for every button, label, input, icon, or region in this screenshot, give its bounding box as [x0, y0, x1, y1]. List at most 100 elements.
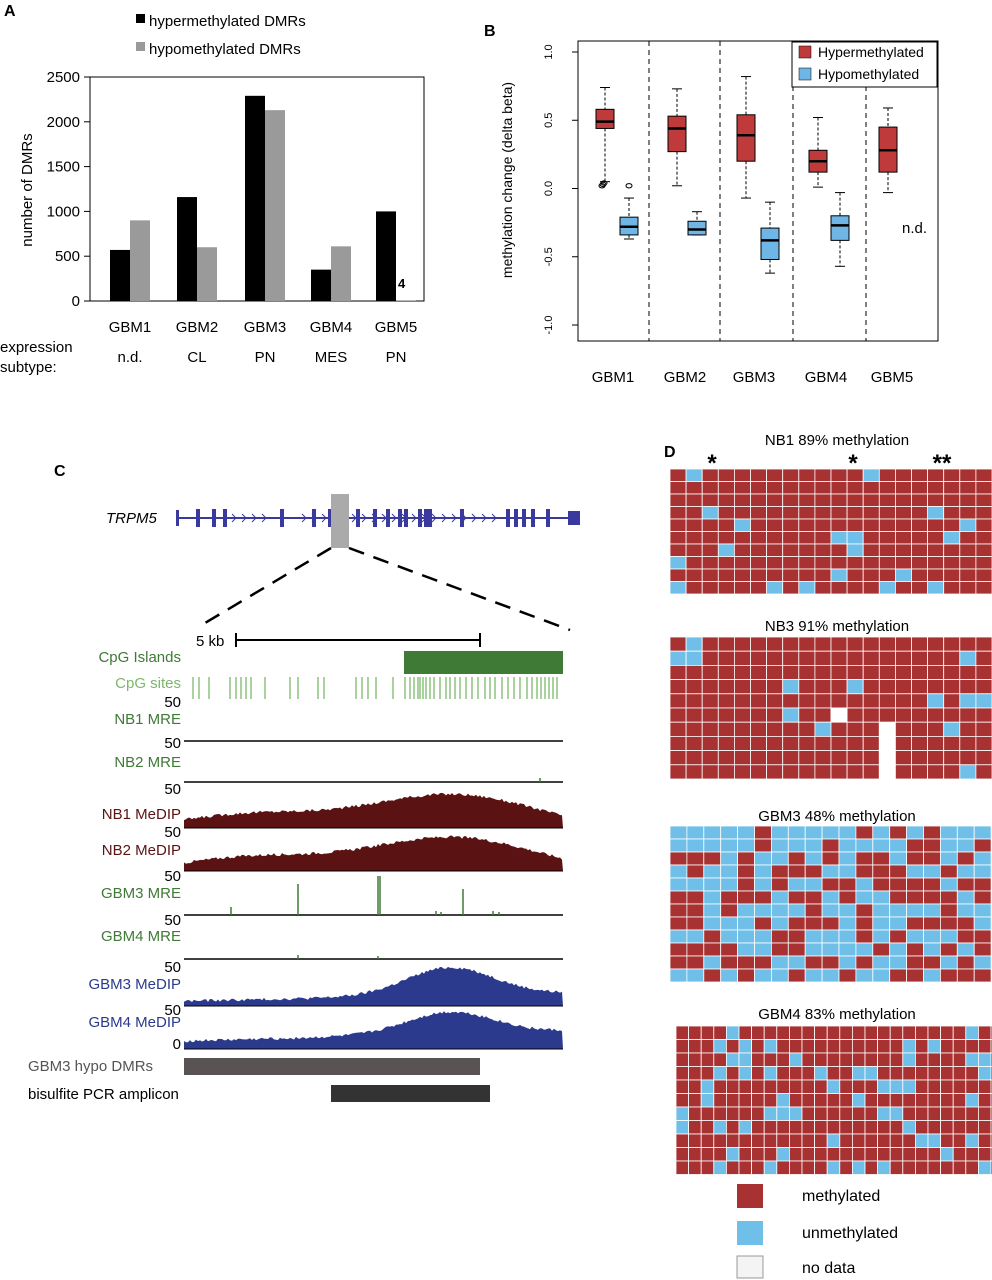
cpg-cell	[864, 1093, 879, 1108]
a-marks: 0 500 1000 1500 2000 2500 GBM1 n.d. GBM2 CL GBM3 PN…	[47, 69, 418, 366]
strand-arrow	[461, 513, 467, 523]
cpg-cell	[782, 665, 800, 681]
cpg-cell	[940, 942, 958, 957]
strand-arrow	[311, 513, 317, 523]
cpg-cell	[895, 736, 912, 752]
cpg-cell	[669, 942, 688, 957]
cpg-cell	[975, 543, 992, 557]
cpg-cell	[751, 1025, 765, 1040]
cpg-cell	[675, 1079, 690, 1094]
box	[830, 215, 850, 241]
b-y-tick-label: 0.0	[543, 181, 555, 196]
cpg-cell	[862, 556, 880, 570]
cpg-cell	[978, 1093, 992, 1108]
cpg-cell	[776, 1025, 790, 1040]
cpg-cell	[826, 1093, 841, 1108]
cpg-cell	[814, 707, 832, 723]
cpg-cell	[855, 929, 874, 944]
cpg-cell	[855, 903, 874, 918]
cpg-cell	[771, 864, 789, 879]
cpg-cell	[787, 825, 806, 840]
cpg-cell	[738, 1133, 753, 1148]
cpg-cell	[864, 1039, 879, 1054]
cpg-cell	[669, 679, 687, 695]
cpg-cell	[771, 877, 789, 892]
cpg-cell	[685, 764, 703, 780]
cpg-cell	[911, 493, 929, 507]
cpg-cell	[878, 568, 896, 582]
cpg-cell	[830, 581, 848, 595]
a-y-tick-label: 0	[72, 293, 80, 310]
cpg-cell	[927, 1066, 942, 1081]
cpg-cell	[862, 518, 880, 532]
cpg-cell	[669, 736, 687, 752]
cpg-cell	[862, 764, 880, 780]
cpg-cell	[685, 721, 703, 737]
cpg-cell	[915, 1093, 929, 1108]
cpg-cell	[864, 1147, 879, 1162]
cpg-cell	[801, 1093, 816, 1108]
cpg-cell	[846, 481, 864, 495]
cpg-cell	[830, 531, 848, 545]
cpg-cell	[750, 736, 768, 752]
subtype-label: PN	[386, 349, 407, 366]
cpg-cell	[855, 890, 874, 905]
cpg-cell	[763, 1052, 778, 1067]
cpg-cell	[734, 707, 751, 723]
cpg-cell	[782, 531, 800, 545]
cpg-cell	[959, 556, 977, 570]
cpg-cell	[814, 1039, 828, 1054]
legend-nodata-swatch	[736, 1255, 764, 1279]
exon	[568, 511, 580, 525]
b-y-tick-label: 0.5	[543, 113, 555, 128]
cpg-cell	[766, 764, 784, 780]
cpg-cell	[855, 942, 874, 957]
cpg-cell	[959, 543, 977, 557]
cpg-cell	[766, 707, 784, 723]
cpg-cell	[669, 518, 687, 532]
cpg-cell	[826, 1106, 841, 1121]
cpg-cell	[814, 1079, 828, 1094]
strand-arrow	[351, 513, 357, 523]
cpg-cell	[686, 968, 705, 983]
cpg-cell	[872, 903, 891, 918]
cpg-cell	[766, 468, 784, 482]
cpg-cell	[952, 1066, 967, 1081]
cpg-cell	[911, 679, 929, 695]
cpg-cell	[846, 581, 864, 595]
cpg-cell	[738, 1052, 753, 1067]
cpg-cell	[862, 581, 880, 595]
cpg-cell	[701, 556, 719, 570]
cpg-cell	[798, 581, 816, 595]
cpg-cell	[911, 693, 929, 709]
cpg-cell	[975, 707, 992, 723]
cpg-cell	[713, 1052, 727, 1067]
cpg-cell	[965, 1160, 979, 1175]
cpg-cell	[734, 636, 751, 652]
medip-signal-area	[184, 1011, 563, 1049]
cpg-cell	[737, 942, 755, 957]
cpg-cell	[915, 1025, 929, 1040]
cpg-cell	[956, 968, 975, 983]
cpg-cell	[737, 929, 755, 944]
cpg-cell	[789, 1066, 803, 1081]
cpg-cell	[975, 736, 992, 752]
cpg-cell	[826, 1133, 841, 1148]
cpg-cell	[685, 736, 703, 752]
cpg-cell	[940, 1160, 954, 1175]
dmr-bar	[184, 1058, 480, 1075]
cpg-cell	[927, 1093, 942, 1108]
b-y-tick-label: -0.5	[543, 247, 555, 266]
cpg-cell	[889, 1039, 904, 1054]
cpg-cell	[787, 916, 806, 931]
cpg-cell	[700, 1133, 715, 1148]
cpg-cell	[763, 1147, 778, 1162]
cpg-cell	[717, 468, 735, 482]
cpg-cell	[878, 556, 896, 570]
cpg-cell	[804, 877, 823, 892]
cpg-cell	[878, 636, 896, 652]
legend-hypo-label: hypomethylated DMRs	[149, 41, 301, 58]
cpg-cell	[766, 556, 784, 570]
cpg-cell	[895, 468, 912, 482]
cpg-cell	[895, 750, 912, 766]
